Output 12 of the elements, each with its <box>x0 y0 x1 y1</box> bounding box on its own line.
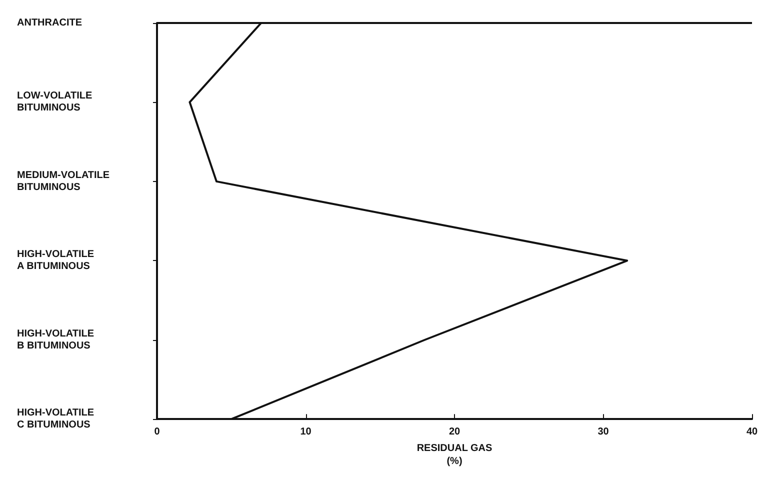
y-tick-label: MEDIUM-VOLATILE BITUMINOUS <box>17 170 110 193</box>
x-tick-label: 0 <box>154 426 160 438</box>
x-tick-label: 40 <box>746 426 758 438</box>
x-tick-label: 30 <box>598 426 610 438</box>
y-tick-label: ANTHRACITE <box>17 18 82 28</box>
x-tick-label: 20 <box>448 426 460 438</box>
y-tick-label: LOW-VOLATILE BITUMINOUS <box>17 90 92 114</box>
x-tick-label: 10 <box>300 426 312 438</box>
y-tick-label: HIGH-VOLATILE B BITUMINOUS <box>17 328 94 352</box>
x-axis-title: RESIDUAL GAS (%) <box>416 443 493 467</box>
y-tick-label: HIGH-VOLATILE A BITUMINOUS <box>17 249 94 272</box>
y-tick-label: HIGH-VOLATILE C BITUMINOUS <box>17 408 94 431</box>
